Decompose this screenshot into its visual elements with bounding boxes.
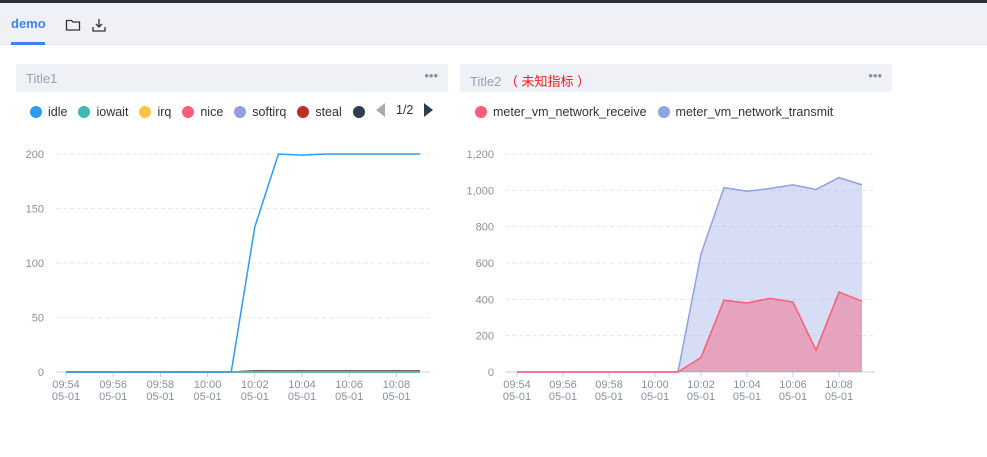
x-tick-label: 09:56 — [549, 379, 577, 391]
x-tick-date: 05-01 — [825, 391, 853, 403]
y-tick-label: 600 — [476, 258, 494, 270]
x-tick-label: 10:06 — [335, 379, 363, 391]
x-tick-label: 10:08 — [825, 379, 853, 391]
legend-label: idle — [48, 105, 68, 119]
x-tick-label: 10:02 — [687, 379, 715, 391]
legend-item[interactable]: meter_vm_network_transmit — [657, 105, 834, 119]
legend-marker — [234, 106, 247, 118]
legend-item[interactable]: meter_vm_network_receive — [475, 105, 647, 119]
legend-pager: 1/2 — [375, 103, 434, 117]
legend-item[interactable]: s — [352, 105, 368, 119]
legend-label: irq — [157, 105, 172, 119]
legend-item[interactable]: idle — [30, 105, 67, 119]
x-tick-label: 09:58 — [147, 379, 175, 391]
legend-item[interactable]: iowait — [78, 105, 128, 119]
x-tick-date: 05-01 — [288, 391, 316, 403]
x-tick-date: 05-01 — [146, 391, 174, 403]
series-area-meter_vm_network_receive — [517, 292, 862, 372]
legend-marker — [657, 106, 670, 118]
legend-item[interactable]: nice — [182, 105, 223, 119]
legend-marker — [352, 106, 365, 118]
x-tick-label: 09:58 — [595, 379, 623, 391]
y-tick-label: 800 — [476, 222, 494, 234]
y-tick-label: 0 — [38, 367, 44, 379]
legend-prev-icon[interactable] — [375, 103, 387, 117]
legend-marker — [475, 106, 487, 118]
tab-demo[interactable]: demo — [11, 16, 46, 31]
dashboard-header: demo — [0, 3, 987, 45]
x-tick-label: 09:54 — [52, 379, 80, 391]
y-tick-label: 150 — [26, 204, 44, 216]
more-options-icon[interactable]: ••• — [424, 68, 438, 83]
x-tick-label: 09:54 — [503, 379, 531, 391]
x-tick-date: 05-01 — [733, 391, 761, 403]
legend-marker — [78, 106, 91, 118]
series-area-meter_vm_network_transmit — [517, 177, 862, 372]
y-tick-label: 200 — [476, 331, 494, 343]
x-tick-date: 05-01 — [595, 391, 623, 403]
x-tick-date: 05-01 — [549, 391, 577, 403]
window-top-bar — [0, 0, 987, 3]
x-tick-label: 10:04 — [733, 379, 761, 391]
legend-page: 1/2 — [396, 103, 414, 117]
x-tick-date: 05-01 — [52, 391, 80, 403]
legend-label: softirq — [252, 105, 287, 119]
legend-item[interactable]: softirq — [234, 105, 286, 119]
folder-icon[interactable] — [65, 17, 81, 33]
x-tick-date: 05-01 — [641, 391, 669, 403]
panel1-title: Title1 — [26, 71, 58, 86]
panel2-title: Title2 — [470, 74, 502, 89]
y-tick-label: 50 — [32, 313, 44, 325]
y-tick-label: 100 — [26, 258, 44, 270]
legend-item[interactable]: irq — [139, 105, 171, 119]
x-tick-label: 10:04 — [288, 379, 316, 391]
legend-marker — [139, 106, 152, 118]
x-tick-date: 05-01 — [335, 391, 363, 403]
panel1-header: Title1 ••• — [16, 64, 448, 92]
y-tick-label: 400 — [476, 294, 494, 306]
legend-label: meter_vm_network_receive — [493, 105, 647, 119]
x-tick-date: 05-01 — [382, 391, 410, 403]
download-icon[interactable] — [91, 17, 107, 33]
panel2-legend: meter_vm_network_receive meter_vm_network… — [475, 104, 895, 120]
x-tick-label: 10:00 — [641, 379, 669, 391]
x-tick-label: 10:02 — [241, 379, 269, 391]
x-tick-label: 09:56 — [99, 379, 127, 391]
x-tick-date: 05-01 — [503, 391, 531, 403]
y-tick-label: 1,000 — [466, 185, 494, 197]
panel1-chart: 05010015020009:5405-0109:5605-0109:5805-… — [26, 149, 430, 403]
legend-label: nice — [200, 105, 224, 119]
active-tab-indicator — [11, 42, 45, 45]
x-tick-label: 10:08 — [383, 379, 411, 391]
legend-next-icon[interactable] — [422, 103, 434, 117]
x-tick-label: 10:00 — [194, 379, 222, 391]
legend-item[interactable]: steal — [297, 105, 342, 119]
panel2-header: Title2 （ 未知指标 ） ••• — [460, 64, 892, 92]
y-tick-label: 1,200 — [466, 149, 494, 161]
y-tick-label: 0 — [488, 367, 494, 379]
legend-label: iowait — [96, 105, 129, 119]
panel2-chart: 02004006008001,0001,20009:5405-0109:5605… — [466, 149, 875, 403]
series-line-meter_vm_network_receive — [517, 291, 863, 373]
legend-marker — [182, 106, 195, 118]
x-tick-date: 05-01 — [99, 391, 127, 403]
y-tick-label: 200 — [26, 149, 44, 161]
more-options-icon[interactable]: ••• — [868, 68, 882, 83]
legend-label: meter_vm_network_transmit — [675, 105, 834, 119]
legend-marker — [297, 106, 310, 118]
series-line-idle — [66, 153, 420, 373]
legend-label: steal — [315, 105, 342, 119]
x-tick-label: 10:06 — [779, 379, 807, 391]
x-tick-date: 05-01 — [241, 391, 269, 403]
x-tick-date: 05-01 — [687, 391, 715, 403]
x-tick-date: 05-01 — [779, 391, 807, 403]
panel1-legend: idle iowait irq nice softirq steals — [30, 104, 368, 120]
legend-marker — [30, 106, 42, 118]
x-tick-date: 05-01 — [194, 391, 222, 403]
panel2-warning: （ 未知指标 ） — [504, 74, 591, 89]
